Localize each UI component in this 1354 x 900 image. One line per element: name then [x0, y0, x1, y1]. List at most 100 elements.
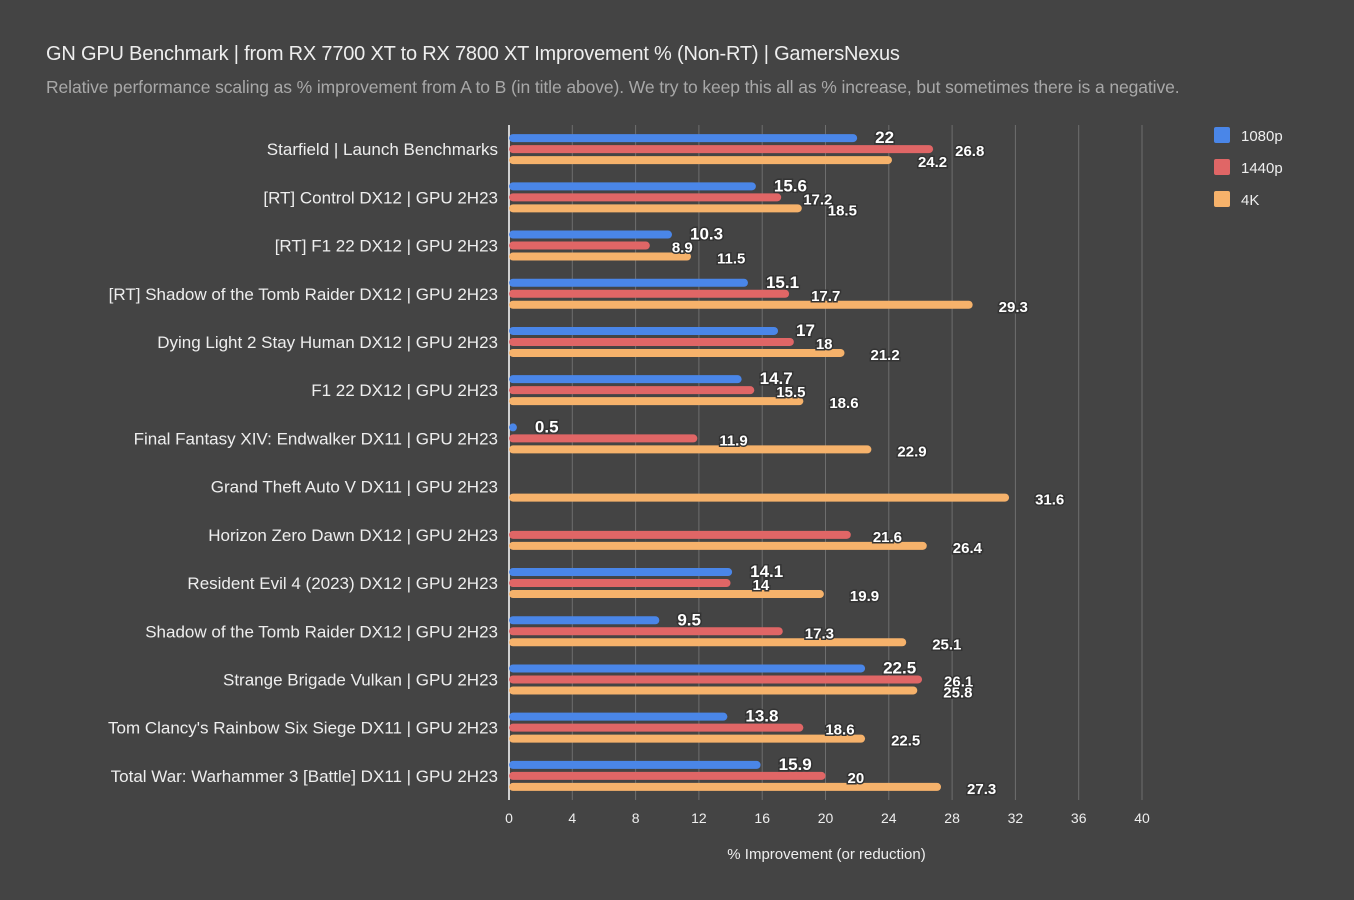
bar-4k: [509, 252, 691, 261]
data-labels-group: 22 26.8 24.2 15.617.218.5 10.38.9 11.5 15.1 17.…: [533, 127, 1065, 800]
bar-1440p: [509, 289, 790, 298]
x-tick-label: 12: [691, 810, 707, 826]
x-tick-label: 40: [1134, 810, 1150, 826]
data-label-4k: 11.5: [717, 251, 745, 268]
data-label-1080p: 13.8: [745, 707, 778, 726]
category-label: Dying Light 2 Stay Human DX12 | GPU 2H23: [157, 333, 498, 352]
legend: 1080p 1440p 4K: [1214, 127, 1283, 209]
data-label-1080p: 17: [796, 321, 815, 340]
x-tick-label: 8: [632, 810, 640, 826]
x-tick-label: 20: [818, 810, 834, 826]
bar-1080p: [509, 712, 728, 721]
bar-4k: [509, 445, 872, 454]
category-label: Shadow of the Tomb Raider DX12 | GPU 2H2…: [145, 622, 498, 641]
data-label-1080p: 10.3: [690, 225, 723, 244]
data-label-1440p: 26.8: [955, 143, 984, 160]
bar-1440p: [509, 337, 794, 346]
x-axis-title: % Improvement (or reduction): [727, 846, 925, 863]
x-tick-label: 16: [754, 810, 770, 826]
data-label-1440p: 15.5: [776, 384, 805, 401]
category-label: Starfield | Launch Benchmarks: [267, 140, 498, 159]
bar-1440p: [509, 241, 650, 250]
data-label-1440p: 8.9: [672, 240, 693, 257]
legend-label-1440p: 1440p: [1241, 160, 1283, 177]
data-label-1080p: 22.5: [883, 658, 916, 677]
data-label-1080p: 0.5: [535, 417, 559, 436]
bar-1440p: [509, 530, 851, 539]
data-label-1440p: 17.2: [803, 191, 832, 208]
category-label: [RT] Control DX12 | GPU 2H23: [263, 188, 498, 207]
legend-label-1080p: 1080p: [1241, 128, 1283, 145]
category-label: Final Fantasy XIV: Endwalker DX11 | GPU …: [134, 429, 498, 448]
data-label-1080p: 15.1: [766, 273, 799, 292]
bar-1080p: [509, 326, 779, 335]
category-label: Resident Evil 4 (2023) DX12 | GPU 2H23: [187, 574, 498, 593]
legend-label-4k: 4K: [1241, 192, 1259, 209]
data-label-4k: 27.3: [967, 781, 996, 798]
x-tick-labels-group: 0 4 8 12 16 20 24 28 32 36 40: [505, 810, 1150, 826]
data-label-4k: 19.9: [850, 588, 879, 605]
data-label-4k: 18.5: [828, 202, 857, 219]
bar-1440p: [509, 675, 923, 684]
bar-1440p: [509, 145, 934, 154]
data-label-1080p: 15.9: [779, 755, 812, 774]
category-label: Horizon Zero Dawn DX12 | GPU 2H23: [208, 526, 498, 545]
legend-swatch-1080p: [1214, 127, 1230, 143]
bar-4k: [509, 204, 802, 213]
x-tick-label: 28: [944, 810, 960, 826]
bar-1440p: [509, 723, 804, 732]
data-label-1440p: 17.3: [805, 625, 834, 642]
data-label-1440p: 11.9: [719, 432, 747, 449]
data-label-1080p: 15.6: [774, 176, 807, 195]
data-label-4k: 22.9: [897, 443, 926, 460]
x-tick-label: 4: [568, 810, 576, 826]
category-label: Tom Clancy's Rainbow Six Siege DX11 | GP…: [108, 719, 498, 738]
bar-1080p: [509, 423, 517, 432]
legend-swatch-4k: [1214, 191, 1230, 207]
bar-1440p: [509, 579, 731, 588]
category-label: [RT] F1 22 DX12 | GPU 2H23: [275, 237, 498, 256]
chart-subtitle: Relative performance scaling as % improv…: [46, 77, 1180, 97]
data-label-4k: 25.1: [932, 636, 961, 653]
bar-4k: [509, 782, 942, 791]
gridlines: [508, 125, 1143, 800]
bar-4k: [509, 734, 866, 743]
data-label-4k: 26.4: [953, 540, 983, 557]
data-label-1440p: 18.6: [825, 722, 854, 739]
category-label: F1 22 DX12 | GPU 2H23: [311, 381, 498, 400]
data-label-1080p: 14.1: [750, 562, 783, 581]
data-label-1440p: 21.6: [873, 529, 902, 546]
bar-4k: [509, 348, 845, 357]
bar-4k: [509, 638, 907, 647]
bar-1080p: [509, 182, 756, 191]
data-label-1080p: 9.5: [677, 610, 701, 629]
category-label: Total War: Warhammer 3 [Battle] DX11 | G…: [111, 767, 498, 786]
bar-1440p: [509, 193, 782, 202]
data-label-4k: 29.3: [999, 299, 1028, 316]
x-tick-label: 0: [505, 810, 513, 826]
bar-4k: [509, 300, 973, 309]
category-label: Grand Theft Auto V DX11 | GPU 2H23: [211, 478, 498, 497]
bar-4k: [509, 397, 804, 406]
data-label-1080p: 22: [875, 128, 894, 147]
bar-4k: [509, 541, 927, 550]
bar-1440p: [509, 771, 826, 780]
bar-4k: [509, 686, 918, 695]
data-label-4k: 21.2: [870, 347, 899, 364]
data-label-4k: 25.8: [943, 684, 972, 701]
bar-1080p: [509, 278, 748, 287]
bar-1080p: [509, 134, 858, 143]
category-labels-group: Starfield | Launch Benchmarks [RT] Contro…: [108, 140, 498, 786]
data-label-1440p: 20: [848, 770, 865, 787]
bar-1080p: [509, 230, 672, 239]
bar-1080p: [509, 375, 742, 384]
bar-4k: [509, 590, 824, 599]
data-label-4k: 31.6: [1035, 492, 1064, 509]
data-label-4k: 22.5: [891, 733, 920, 750]
bar-1080p: [509, 568, 733, 577]
bar-1440p: [509, 386, 755, 395]
legend-swatch-1440p: [1214, 159, 1230, 175]
x-tick-label: 24: [881, 810, 897, 826]
x-tick-label: 32: [1008, 810, 1024, 826]
